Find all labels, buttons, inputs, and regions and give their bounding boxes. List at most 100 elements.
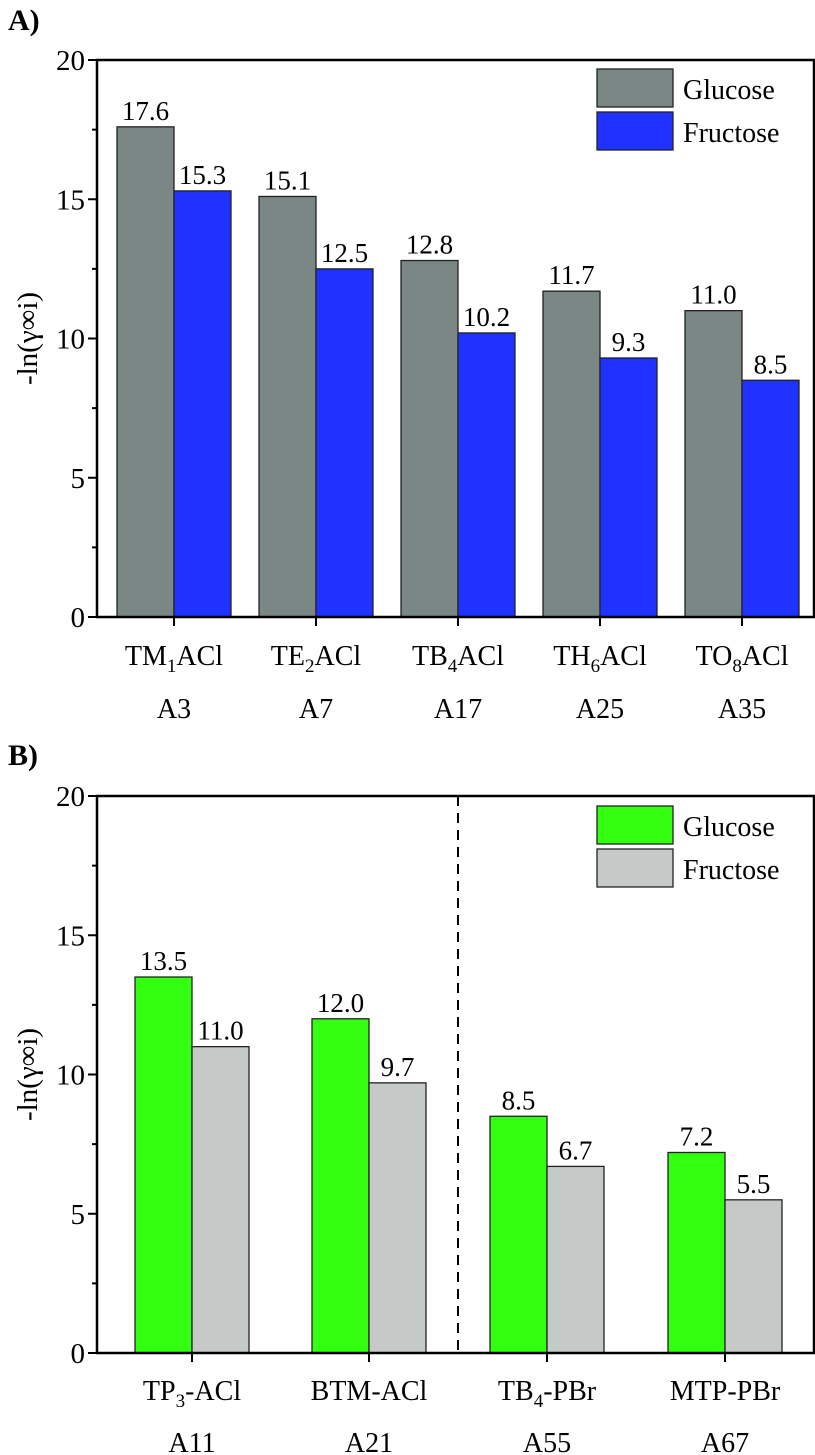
x-tick-code: A67 (701, 1428, 749, 1455)
bar-glucose (134, 976, 193, 1354)
category-subscript: 8 (732, 656, 742, 677)
y-tick-label: 0 (71, 602, 86, 634)
category-name: TM (125, 641, 167, 672)
legend-swatch-fructose (596, 848, 674, 888)
panel-label: A) (8, 4, 40, 37)
category-suffix: -PBr (543, 1376, 597, 1407)
bar-fructose (191, 1046, 250, 1354)
x-tick-label: TP3-ACl (143, 1376, 241, 1412)
bar-fructose (368, 1082, 427, 1354)
x-tick-code: A7 (299, 694, 333, 725)
x-tick-code: A25 (576, 694, 624, 725)
y-tick-label: 20 (56, 781, 85, 813)
x-tick-label: TE2ACl (271, 641, 362, 677)
x-tick-code: A11 (168, 1428, 215, 1455)
category-name: TB (498, 1376, 534, 1407)
x-tick-code: A21 (345, 1428, 393, 1455)
legend-label: Glucose (683, 812, 775, 843)
category-name: TB (412, 641, 448, 672)
category-subscript: 3 (176, 1391, 186, 1412)
x-tick-label: TM1ACl (125, 641, 223, 677)
data-label: 11.7 (548, 260, 594, 290)
bar-glucose (116, 126, 175, 618)
x-tick-label: TH6ACl (553, 641, 647, 677)
bar-glucose (489, 1115, 548, 1354)
data-label: 15.3 (179, 160, 226, 190)
legend-swatch-fructose (596, 111, 674, 151)
panel-label: B) (8, 739, 38, 772)
data-label: 9.3 (612, 327, 646, 357)
data-label: 8.5 (502, 1085, 536, 1115)
category-suffix: -ACl (185, 1376, 241, 1407)
data-label: 17.6 (122, 96, 169, 126)
bar-fructose (741, 379, 800, 618)
chart-panel-a: A) 17.6 15.1 12.8 11.7 11.0 15.3 12.5 10.2 9.3 8.5… (8, 4, 815, 725)
bar-fructose (173, 190, 232, 618)
data-label: 9.7 (381, 1052, 415, 1082)
data-label: 6.7 (559, 1135, 593, 1165)
data-label: 11.0 (197, 1016, 243, 1046)
y-tick-label: 10 (56, 324, 85, 356)
y-tick-label: 10 (56, 1060, 85, 1092)
x-tick-code: A35 (718, 694, 766, 725)
x-tick-label: TO8ACl (695, 641, 788, 677)
x-tick-label: MTP-PBr (670, 1376, 781, 1407)
data-label: 12.0 (317, 988, 364, 1018)
category-suffix: ACl (315, 641, 362, 672)
data-label: 13.5 (140, 946, 187, 976)
bar-glucose (400, 259, 459, 618)
y-axis-label: -ln(γ∞i) (12, 1028, 44, 1121)
data-label: 8.5 (754, 349, 788, 379)
legend-label: Fructose (683, 855, 779, 886)
y-tick-label: 5 (71, 1199, 86, 1231)
category-name: TE (271, 641, 305, 672)
chart-panel-b: B) 13.5 12.0 8.5 7.2 11.0 9.7 6.7 5.5 0 5 10 15 20 -ln… (8, 739, 815, 1455)
x-tick-label: TB4-PBr (498, 1376, 597, 1412)
category-subscript: 6 (591, 656, 601, 677)
bar-fructose (315, 268, 374, 618)
category-suffix: ACl (457, 641, 504, 672)
x-tick-label: BTM-ACl (311, 1376, 428, 1407)
y-axis-label: -ln(γ∞i) (12, 292, 44, 385)
bar-glucose (542, 290, 601, 618)
bar-fructose (724, 1199, 783, 1354)
bar-glucose (667, 1151, 726, 1354)
y-tick-label: 15 (56, 920, 85, 952)
bar-glucose (258, 195, 317, 618)
category-subscript: 4 (534, 1391, 544, 1412)
category-suffix: ACl (600, 641, 647, 672)
data-label: 15.1 (264, 165, 311, 195)
y-tick-label: 15 (56, 184, 85, 216)
bar-fructose (546, 1165, 605, 1354)
bar-glucose (311, 1018, 370, 1354)
category-subscript: 4 (448, 656, 458, 677)
x-tick-code: A55 (523, 1428, 571, 1455)
bar-fructose (457, 332, 516, 618)
legend-swatch-glucose (596, 805, 674, 845)
legend-swatch-glucose (596, 68, 674, 108)
category-suffix: ACl (742, 641, 789, 672)
category-subscript: 2 (305, 656, 315, 677)
data-label: 7.2 (680, 1121, 714, 1151)
legend-label: Glucose (683, 75, 775, 106)
bar-fructose (599, 357, 658, 618)
data-label: 12.5 (321, 238, 368, 268)
y-tick-label: 0 (71, 1338, 86, 1370)
data-label: 5.5 (737, 1169, 771, 1199)
legend-label: Fructose (683, 118, 779, 149)
x-tick-code: A3 (157, 694, 191, 725)
data-label: 12.8 (406, 230, 453, 260)
category-suffix: ACl (176, 641, 223, 672)
data-label: 11.0 (690, 280, 736, 310)
category-name: TH (553, 641, 590, 672)
category-subscript: 1 (167, 656, 177, 677)
bar-glucose (684, 309, 743, 618)
data-label: 10.2 (463, 302, 510, 332)
y-tick-label: 5 (71, 463, 86, 495)
category-name: BTM-ACl (311, 1376, 428, 1407)
category-name: MTP-PBr (670, 1376, 781, 1407)
category-name: TO (695, 641, 732, 672)
x-tick-label: TB4ACl (412, 641, 504, 677)
category-name: TP (143, 1376, 176, 1407)
